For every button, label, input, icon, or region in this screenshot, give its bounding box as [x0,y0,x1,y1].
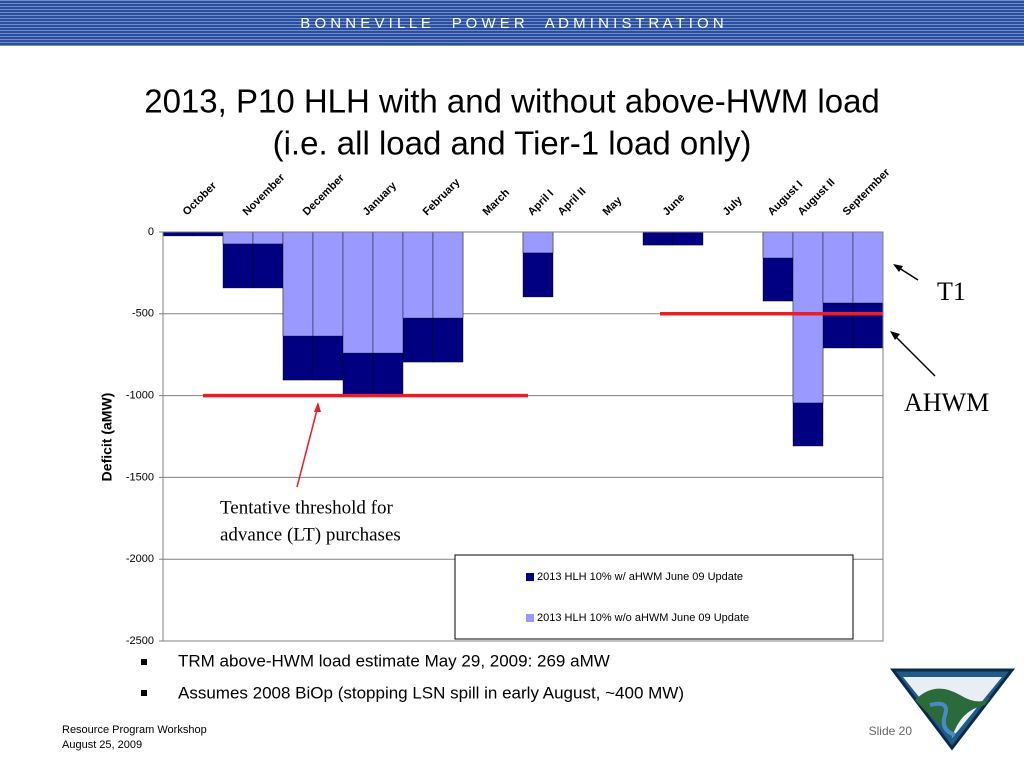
legend-swatch [526,573,534,581]
bullet: Assumes 2008 BiOp (stopping LSN spill in… [178,683,684,702]
bar [522,231,554,254]
x-tick-label: January [361,179,400,218]
x-tick-label: August II [796,176,838,218]
bar [192,231,224,237]
title: (i.e. all load and Tier-1 load only) [273,125,752,162]
x-tick-label: December [301,172,348,219]
legend-swatch [526,614,534,622]
header-band [0,0,1024,46]
title: 2013, P10 HLH with and without above-HWM… [144,83,880,120]
bar [792,231,824,404]
y-tick-label: -2500 [126,635,154,647]
arrowhead [893,264,903,272]
logo [889,668,1016,751]
arrow [296,405,319,488]
annotation: AHWM [904,388,989,417]
bar [312,231,344,337]
bar [252,231,284,245]
bar [822,231,854,304]
y-tick-label: -1500 [126,471,154,483]
plot-frame [162,231,884,642]
bar [222,231,254,245]
legend [454,554,854,640]
x-tick-label: March [481,187,513,219]
x-tick-label: November [241,171,288,218]
bullet-icon [141,690,147,696]
x-tick-label: July [721,194,746,219]
legend-items: 2013 HLH 10% w/ aHWM June 09 Update 2013 … [526,571,749,624]
bar [642,231,674,246]
x-tick-label: May [601,194,625,218]
bar [402,231,434,319]
y-axis-label: Deficit (aMW) [99,393,115,482]
arrowhead [890,331,900,340]
bar [672,231,704,246]
x-tick-label: June [661,192,688,219]
bar [432,231,464,319]
arrow [892,333,936,377]
slide-number: Slide 20 [869,724,913,738]
x-tick-label: October [181,179,220,218]
y-tick-label: -500 [132,308,154,320]
bar [282,231,314,337]
bar [162,231,194,237]
y-tick-label: -1000 [126,390,154,402]
x-tick-label: Septermber [841,166,893,218]
y-tick-label: 0 [148,226,154,238]
x-tick-label: February [421,176,463,218]
x-tick-label: April II [556,185,589,218]
annotation: advance (LT) purchases [220,524,401,545]
bar [342,231,374,354]
footer: August 25, 2009 [62,739,142,751]
annotation: T1 [937,277,966,306]
legend-label: 2013 HLH 10% w/ aHWM June 09 Update [537,571,743,583]
bullet-icon [141,659,147,665]
bar [372,231,404,354]
annotation: Tentative threshold for [220,497,393,518]
y-tick-label: -2000 [126,553,154,565]
legend-label: 2013 HLH 10% w/o aHWM June 09 Update [537,612,749,624]
arrowhead [314,402,321,412]
header-text: B O N N E V I L L E P O W E R A D M I N … [300,15,723,32]
bullet: TRM above-HWM load estimate May 29, 2009… [178,651,610,670]
x-tick-label: April I [526,188,557,219]
footer: Resource Program Workshop [62,724,207,736]
bar [852,231,884,304]
bar [762,231,794,259]
